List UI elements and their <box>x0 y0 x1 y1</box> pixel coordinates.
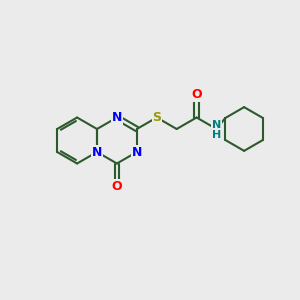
Text: O: O <box>191 88 202 101</box>
Text: N: N <box>112 111 122 124</box>
Text: N: N <box>92 146 102 158</box>
Text: O: O <box>112 180 122 193</box>
Text: N: N <box>132 146 142 158</box>
Text: N
H: N H <box>212 120 221 140</box>
Text: S: S <box>152 111 161 124</box>
